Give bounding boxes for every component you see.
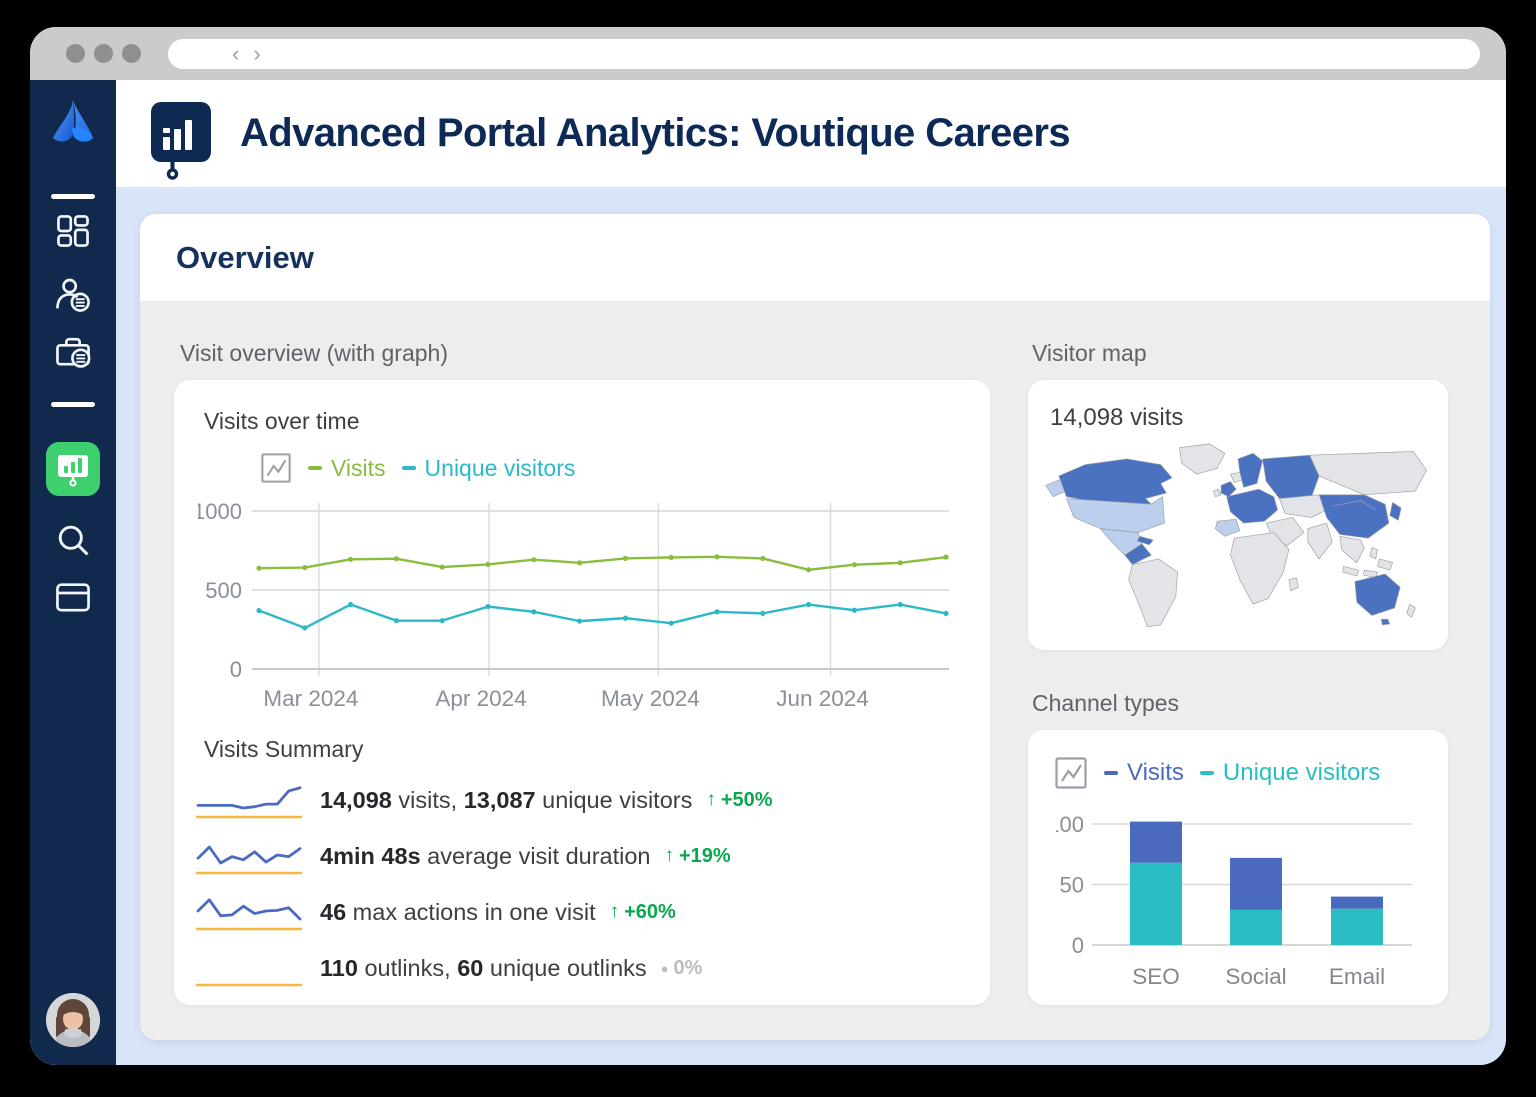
app-header: Advanced Portal Analytics: Voutique Care… bbox=[116, 80, 1506, 187]
app-window: ‹ › bbox=[30, 27, 1506, 1065]
visitor-map-section-label: Visitor map bbox=[1032, 340, 1147, 366]
svg-text:Apr 2024: Apr 2024 bbox=[435, 686, 526, 711]
svg-text:0: 0 bbox=[1072, 933, 1084, 958]
svg-text:0: 0 bbox=[230, 657, 242, 682]
svg-text:1000: 1000 bbox=[198, 499, 242, 524]
channel-types-card: Visits Unique visitors 100 50 0 SEO Social Em… bbox=[1028, 730, 1448, 1005]
legend-label: Visits bbox=[1127, 759, 1184, 786]
arrow-up-icon: ↑ bbox=[609, 901, 620, 922]
sidebar-divider bbox=[51, 402, 95, 407]
arrow-up-icon: ↑ bbox=[706, 789, 716, 810]
summary-row: 46 max actions in one visit ↑ +60% bbox=[194, 884, 970, 940]
sidebar-item-search[interactable] bbox=[53, 520, 93, 560]
svg-text:Social: Social bbox=[1225, 964, 1286, 989]
summary-text: 46 max actions in one visit bbox=[320, 898, 596, 925]
change-badge: ↑ +50% bbox=[706, 788, 773, 811]
summary-row: 110 outlinks, 60 unique outlinks ● 0% bbox=[194, 940, 970, 996]
visits-summary-title: Visits Summary bbox=[204, 736, 364, 762]
user-avatar[interactable] bbox=[46, 993, 100, 1047]
sidebar-item-users[interactable] bbox=[53, 275, 93, 315]
brand-logo bbox=[50, 98, 96, 156]
sparkline-chart bbox=[196, 898, 302, 931]
line-chart-icon bbox=[260, 452, 292, 484]
channel-types-chart: 100 50 0 SEO Social Email bbox=[1056, 812, 1412, 989]
legend-label: Unique visitors bbox=[424, 454, 576, 481]
svg-text:Email: Email bbox=[1329, 964, 1385, 989]
summary-row: 4min 48s average visit duration ↑ +19% bbox=[194, 828, 970, 884]
sidebar-divider bbox=[51, 194, 95, 199]
svg-text:May 2024: May 2024 bbox=[601, 686, 700, 711]
legend-label: Unique visitors bbox=[1222, 759, 1381, 786]
sparkline-chart bbox=[196, 983, 302, 987]
atlassian-logo-icon bbox=[53, 100, 93, 142]
svg-text:Mar 2024: Mar 2024 bbox=[263, 686, 358, 711]
svg-text:500: 500 bbox=[205, 578, 242, 603]
summary-text: 4min 48s average visit duration bbox=[320, 842, 651, 869]
sidebar-item-pages[interactable] bbox=[53, 578, 93, 618]
search-icon bbox=[58, 525, 89, 556]
legend-item-unique-visitors[interactable]: Unique visitors bbox=[1199, 759, 1381, 787]
analytics-presentation-icon bbox=[58, 455, 88, 487]
visit-overview-section-label: Visit overview (with graph) bbox=[180, 340, 449, 366]
overview-title: Overview bbox=[176, 239, 314, 275]
presentation-chart-icon bbox=[151, 101, 211, 180]
time-chart-legend: Visits Unique visitors bbox=[260, 452, 575, 484]
change-badge: ● 0% bbox=[660, 956, 703, 979]
browser-chrome: ‹ › bbox=[30, 27, 1506, 80]
browser-window-icon bbox=[56, 583, 90, 612]
overview-panel: Overview Visit overview (with graph) Vis… bbox=[140, 214, 1490, 1040]
svg-text:50: 50 bbox=[1060, 873, 1084, 898]
sidebar-item-analytics-active[interactable] bbox=[46, 442, 100, 496]
visits-summary-rows: 14,098 visits, 13,087 unique visitors ↑ +… bbox=[194, 772, 970, 996]
sidebar-item-dashboard[interactable] bbox=[54, 212, 92, 250]
legend-swatch bbox=[308, 466, 322, 470]
sidebar-item-jobs[interactable] bbox=[53, 332, 93, 372]
legend-item-visits[interactable]: Visits bbox=[1104, 759, 1184, 787]
main-content: Overview Visit overview (with graph) Vis… bbox=[116, 187, 1506, 1065]
chart-title: Visits over time bbox=[204, 408, 360, 434]
sparkline-chart bbox=[196, 786, 302, 819]
arrow-up-icon: ↑ bbox=[664, 845, 675, 866]
change-badge: ↑ +60% bbox=[609, 900, 676, 923]
world-map bbox=[1045, 443, 1427, 628]
summary-row: 14,098 visits, 13,087 unique visitors ↑ +… bbox=[194, 772, 970, 828]
svg-text:100: 100 bbox=[1056, 812, 1084, 837]
dot-icon: ● bbox=[660, 960, 669, 976]
sidebar bbox=[30, 80, 116, 1065]
legend-swatch bbox=[1199, 771, 1214, 775]
summary-text: 14,098 visits, 13,087 unique visitors bbox=[320, 786, 693, 813]
legend-swatch bbox=[1104, 771, 1118, 775]
address-bar[interactable]: ‹ › bbox=[168, 39, 1480, 69]
legend-swatch bbox=[401, 466, 416, 470]
change-badge: ↑ +19% bbox=[664, 844, 731, 867]
channel-types-section-label: Channel types bbox=[1032, 690, 1180, 716]
summary-text: 110 outlinks, 60 unique outlinks bbox=[320, 954, 647, 981]
legend-item-visits[interactable]: Visits bbox=[308, 455, 386, 482]
dashboard-grid-icon bbox=[57, 215, 89, 247]
svg-text:SEO: SEO bbox=[1132, 964, 1180, 989]
legend-item-unique-visitors[interactable]: Unique visitors bbox=[401, 454, 576, 482]
sparkline-chart bbox=[196, 845, 302, 875]
visits-over-time-chart: Mar 2024 Apr 2024 May 2024 Jun 2024 1000 500 0 bbox=[198, 499, 949, 711]
legend-label: Visits bbox=[331, 454, 386, 481]
visitor-map-card: 14,098 visits bbox=[1028, 380, 1448, 650]
traffic-light-button[interactable] bbox=[122, 44, 141, 63]
visits-over-time-card: Visits over time Visits Uniqu bbox=[174, 380, 990, 1005]
forward-icon[interactable]: › bbox=[253, 41, 261, 66]
back-icon[interactable]: ‹ bbox=[232, 41, 240, 66]
overview-header: Overview bbox=[140, 214, 1490, 302]
traffic-light-button[interactable] bbox=[66, 44, 85, 63]
svg-text:Jun 2024: Jun 2024 bbox=[776, 686, 869, 711]
user-profile-icon bbox=[56, 278, 90, 312]
map-visits-count: 14,098 visits bbox=[1050, 404, 1184, 431]
line-chart-icon bbox=[1054, 756, 1088, 790]
page-title: Advanced Portal Analytics: Voutique Care… bbox=[240, 111, 1071, 155]
avatar-photo bbox=[46, 993, 100, 1047]
traffic-light-button[interactable] bbox=[94, 44, 113, 63]
channel-chart-legend: Visits Unique visitors bbox=[1054, 756, 1380, 790]
briefcase-icon bbox=[56, 337, 91, 368]
